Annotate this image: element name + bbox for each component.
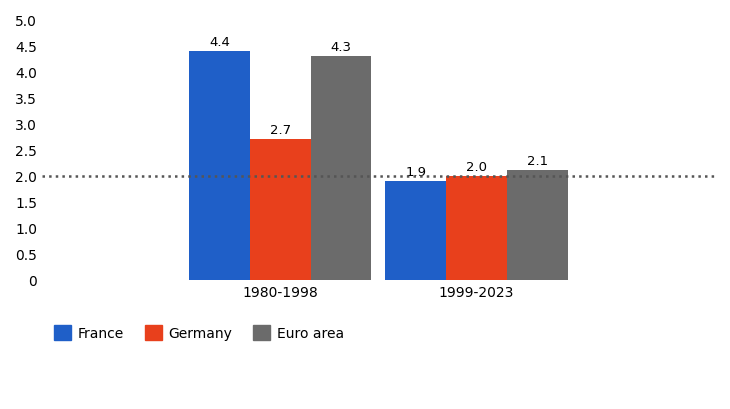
- Bar: [311, 57, 372, 280]
- Text: 4.4: 4.4: [209, 36, 230, 49]
- Text: 2.7: 2.7: [269, 124, 291, 137]
- Bar: [250, 140, 311, 280]
- Bar: [507, 171, 568, 280]
- Text: 4.3: 4.3: [331, 41, 352, 54]
- Bar: [385, 182, 446, 280]
- Bar: [446, 176, 507, 280]
- Text: 2.1: 2.1: [527, 155, 548, 168]
- Legend: France, Germany, Euro area: France, Germany, Euro area: [49, 320, 350, 346]
- Text: 2.0: 2.0: [466, 160, 487, 173]
- Bar: [189, 52, 250, 280]
- Text: 1.9: 1.9: [405, 165, 426, 178]
